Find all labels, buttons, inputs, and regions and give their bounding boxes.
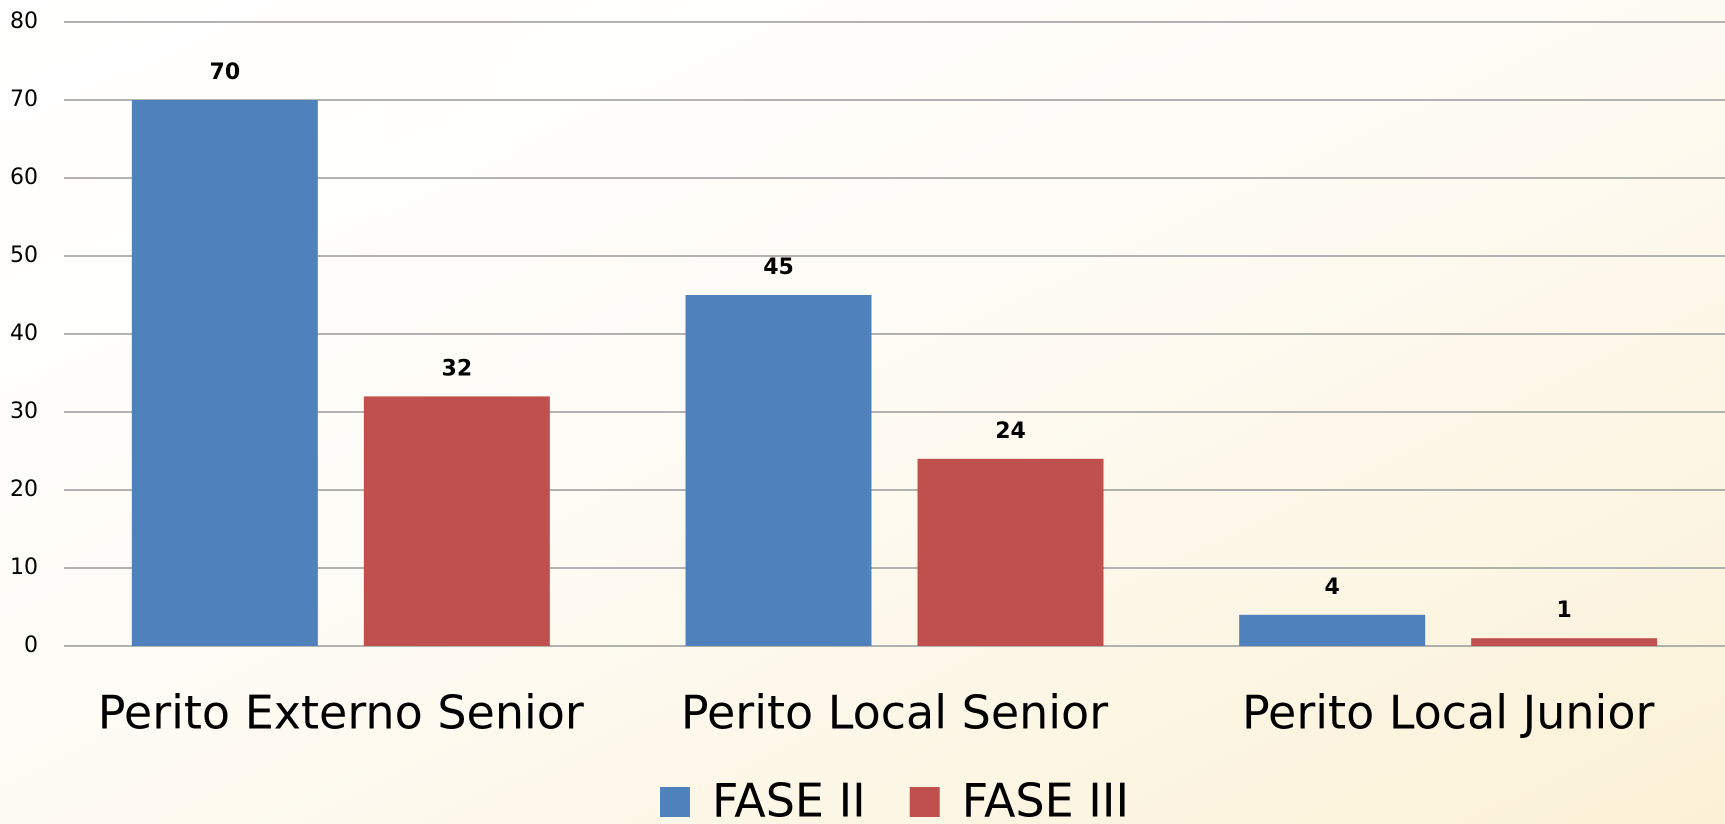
legend-swatch xyxy=(659,787,690,817)
y-tick-label: 50 xyxy=(10,243,38,268)
bar xyxy=(917,458,1104,646)
data-label: 24 xyxy=(995,419,1026,444)
x-tick-label: Perito Local Junior xyxy=(1242,686,1655,740)
legend-label: FASE II xyxy=(712,774,866,824)
x-tick-label: Perito Externo Senior xyxy=(98,686,584,740)
data-label: 45 xyxy=(763,255,794,280)
legend-swatch xyxy=(909,787,940,817)
y-tick-label: 20 xyxy=(10,477,38,502)
data-label: 1 xyxy=(1557,598,1572,623)
legend-label: FASE III xyxy=(962,774,1129,824)
data-label: 32 xyxy=(442,356,473,381)
x-tick-label: Perito Local Senior xyxy=(681,686,1108,740)
bar xyxy=(131,100,318,646)
y-tick-label: 40 xyxy=(10,321,38,346)
y-tick-label: 70 xyxy=(10,87,38,112)
y-tick-label: 80 xyxy=(10,9,38,34)
y-tick-label: 30 xyxy=(10,399,38,424)
bar xyxy=(363,396,550,646)
y-tick-label: 10 xyxy=(10,555,38,580)
y-tick-label: 0 xyxy=(24,633,38,658)
y-tick-label: 60 xyxy=(10,165,38,190)
bar xyxy=(685,295,872,646)
data-label: 4 xyxy=(1325,575,1340,600)
bar xyxy=(1239,614,1426,646)
bar xyxy=(1471,638,1658,646)
data-label: 70 xyxy=(210,60,241,85)
